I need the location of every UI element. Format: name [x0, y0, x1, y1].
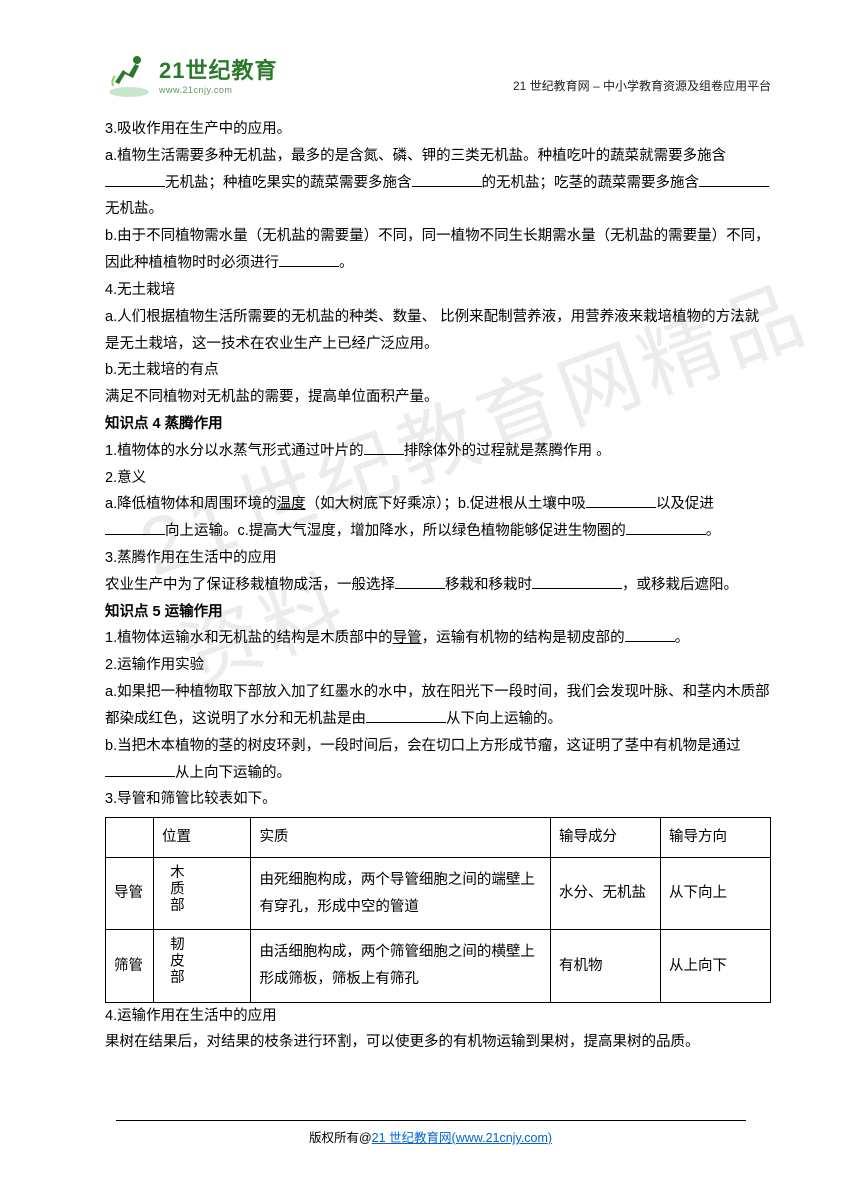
kp4-title: 知识点 4 蒸腾作用 [105, 411, 771, 438]
th-direction: 输导方向 [661, 818, 771, 858]
kp5-3: 3.导管和筛管比较表如下。 [105, 786, 771, 813]
table-header-row: 位置 实质 输导成分 输导方向 [106, 818, 771, 858]
compare-table: 位置 实质 输导成分 输导方向 导管 木质部 由死细胞构成，两个导管细胞之间的端… [105, 817, 771, 1002]
section-3-title: 3.吸收作用在生产中的应用。 [105, 116, 771, 143]
blank [105, 521, 165, 536]
page: 21世纪教育 www.21cnjy.com 21 世纪教育网 – 中小学教育资源… [0, 0, 861, 1096]
cell-pos: 木质部 [154, 857, 251, 929]
th-substance: 实质 [251, 818, 551, 858]
kp4-1: 1.植物体的水分以水蒸气形式通过叶片的排除体外的过程就是蒸腾作用 。 [105, 438, 771, 465]
table-row: 筛管 韧皮部 由活细胞构成，两个筛管细胞之间的横壁上形成筛板，筛板上有筛孔 有机… [106, 930, 771, 1002]
footer-link[interactable]: 21 世纪教育网(www.21cnjy.com) [372, 1131, 552, 1145]
runner-icon [105, 50, 153, 98]
kp4-2a: a.降低植物体和周围环境的温度（如大树底下好乘凉）；b.促进根从土壤中吸以及促进… [105, 491, 771, 545]
kp5-2: 2.运输作用实验 [105, 652, 771, 679]
th-blank [106, 818, 154, 858]
cell-direction: 从下向上 [661, 857, 771, 929]
blank [364, 440, 404, 455]
kp5-4: 4.运输作用在生活中的应用 [105, 1003, 771, 1030]
cell-component: 有机物 [551, 930, 661, 1002]
th-component: 输导成分 [551, 818, 661, 858]
kp4-3a: 农业生产中为了保证移栽植物成活，一般选择移栽和移栽时，或移栽后遮阳。 [105, 572, 771, 599]
table-row: 导管 木质部 由死细胞构成，两个导管细胞之间的端壁上有穿孔，形成中空的管道 水分… [106, 857, 771, 929]
header-right: 21 世纪教育网 – 中小学教育资源及组卷应用平台 [513, 77, 771, 94]
blank [366, 708, 446, 723]
cell-substance: 由死细胞构成，两个导管细胞之间的端壁上有穿孔，形成中空的管道 [251, 857, 551, 929]
kp4-3: 3.蒸腾作用在生活中的应用 [105, 545, 771, 572]
kp4-2: 2.意义 [105, 465, 771, 492]
kp5-1: 1.植物体运输水和无机盐的结构是木质部中的导管，运输有机物的结构是韧皮部的。 [105, 625, 771, 652]
th-position: 位置 [154, 818, 251, 858]
logo-sub: www.21cnjy.com [159, 85, 277, 95]
footer: 版权所有@21 世纪教育网(www.21cnjy.com) [0, 1120, 861, 1146]
cell-substance: 由活细胞构成，两个筛管细胞之间的横壁上形成筛板，筛板上有筛孔 [251, 930, 551, 1002]
kp5-2a: a.如果把一种植物取下部放入加了红墨水的水中，放在阳光下一段时间，我们会发现叶脉… [105, 679, 771, 733]
section-3b: b.由于不同植物需水量（无机盐的需要量）不同，同一植物不同生长期需水量（无机盐的… [105, 223, 771, 277]
blank [626, 521, 706, 536]
blank [532, 574, 622, 589]
blank [395, 574, 445, 589]
cell-pos: 韧皮部 [154, 930, 251, 1002]
blank [625, 628, 675, 643]
blank [586, 494, 656, 509]
kp5-4a: 果树在结果后，对结果的枝条进行环割，可以使更多的有机物运输到果树，提高果树的品质… [105, 1029, 771, 1056]
blank [279, 253, 339, 268]
blank [105, 172, 165, 187]
header: 21世纪教育 www.21cnjy.com 21 世纪教育网 – 中小学教育资源… [105, 50, 771, 98]
logo-text: 21世纪教育 www.21cnjy.com [159, 53, 277, 95]
cell-name: 筛管 [106, 930, 154, 1002]
cell-name: 导管 [106, 857, 154, 929]
cell-direction: 从上向下 [661, 930, 771, 1002]
section-4a: a.人们根据植物生活所需要的无机盐的种类、数量、 比例来配制营养液，用营养液来栽… [105, 304, 771, 358]
kp5-title: 知识点 5 运输作用 [105, 599, 771, 626]
section-4-title: 4.无土栽培 [105, 277, 771, 304]
blank [105, 762, 175, 777]
footer-prefix: 版权所有@ [309, 1131, 372, 1145]
blank [699, 172, 769, 187]
footer-divider [116, 1120, 746, 1121]
section-4b2: 满足不同植物对无机盐的需要，提高单位面积产量。 [105, 384, 771, 411]
logo-main: 21世纪教育 [159, 53, 277, 85]
section-4b: b.无土栽培的有点 [105, 357, 771, 384]
section-3a: a.植物生活需要多种无机盐，最多的是含氮、磷、钾的三类无机盐。种植吃叶的蔬菜就需… [105, 143, 771, 223]
kp5-2b: b.当把木本植物的茎的树皮环剥，一段时间后，会在切口上方形成节瘤，这证明了茎中有… [105, 733, 771, 787]
cell-component: 水分、无机盐 [551, 857, 661, 929]
logo: 21世纪教育 www.21cnjy.com [105, 50, 277, 98]
blank [412, 172, 482, 187]
content: 3.吸收作用在生产中的应用。 a.植物生活需要多种无机盐，最多的是含氮、磷、钾的… [105, 116, 771, 1056]
